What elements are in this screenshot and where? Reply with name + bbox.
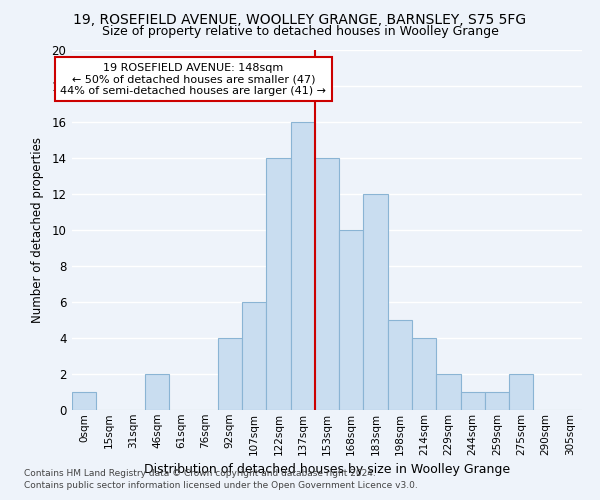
Bar: [461, 392, 485, 410]
Bar: [145, 374, 169, 410]
Bar: [339, 230, 364, 410]
Bar: [436, 374, 461, 410]
Bar: [290, 122, 315, 410]
Bar: [315, 158, 339, 410]
Y-axis label: Number of detached properties: Number of detached properties: [31, 137, 44, 323]
Bar: [218, 338, 242, 410]
Text: Contains public sector information licensed under the Open Government Licence v3: Contains public sector information licen…: [24, 481, 418, 490]
Bar: [412, 338, 436, 410]
Text: 19, ROSEFIELD AVENUE, WOOLLEY GRANGE, BARNSLEY, S75 5FG: 19, ROSEFIELD AVENUE, WOOLLEY GRANGE, BA…: [73, 12, 527, 26]
Bar: [485, 392, 509, 410]
Text: Size of property relative to detached houses in Woolley Grange: Size of property relative to detached ho…: [101, 25, 499, 38]
Bar: [72, 392, 96, 410]
Text: Contains HM Land Registry data © Crown copyright and database right 2024.: Contains HM Land Registry data © Crown c…: [24, 468, 376, 477]
Text: 19 ROSEFIELD AVENUE: 148sqm
← 50% of detached houses are smaller (47)
44% of sem: 19 ROSEFIELD AVENUE: 148sqm ← 50% of det…: [61, 62, 326, 96]
Bar: [242, 302, 266, 410]
Bar: [509, 374, 533, 410]
X-axis label: Distribution of detached houses by size in Woolley Grange: Distribution of detached houses by size …: [144, 463, 510, 476]
Bar: [388, 320, 412, 410]
Bar: [364, 194, 388, 410]
Bar: [266, 158, 290, 410]
